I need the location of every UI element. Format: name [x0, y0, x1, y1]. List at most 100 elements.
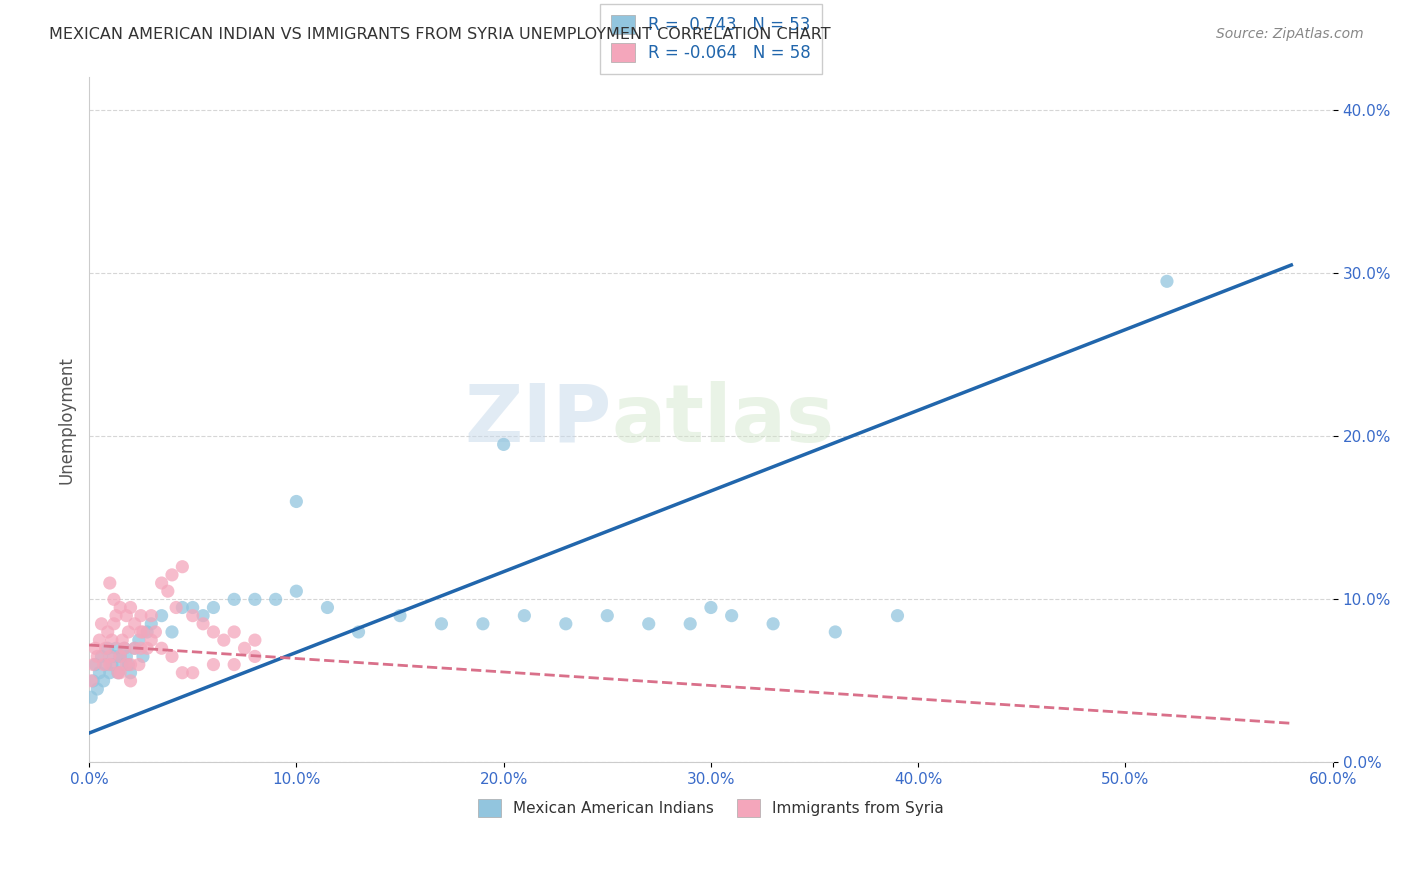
Point [117, 624, 139, 639]
Point [98, 665, 121, 680]
Point [120, 657, 142, 672]
Point [160, 624, 183, 639]
Point [145, 624, 167, 639]
Legend: Mexican American Indians, Immigrants from Syria: Mexican American Indians, Immigrants fro… [472, 792, 950, 823]
Point [90, 649, 112, 664]
Point [150, 576, 173, 591]
Point [762, 616, 785, 631]
Point [98, 649, 121, 664]
Point [132, 649, 155, 664]
Text: MEXICAN AMERICAN INDIAN VS IMMIGRANTS FROM SYRIA UNEMPLOYMENT CORRELATION CHART: MEXICAN AMERICAN INDIAN VS IMMIGRANTS FR… [49, 27, 831, 42]
Point [94, 641, 117, 656]
Point [202, 657, 225, 672]
Point [86, 681, 108, 696]
Point [388, 608, 411, 623]
Point [108, 649, 131, 664]
Point [141, 616, 163, 631]
Point [347, 624, 370, 639]
Point [224, 592, 246, 607]
Point [124, 641, 146, 656]
Point [97, 624, 120, 639]
Y-axis label: Unemployment: Unemployment [58, 356, 75, 483]
Point [554, 616, 576, 631]
Point [1156, 274, 1178, 288]
Point [105, 608, 128, 623]
Point [129, 624, 152, 639]
Point [513, 608, 536, 623]
Point [103, 649, 125, 664]
Point [160, 567, 183, 582]
Point [124, 641, 146, 656]
Point [136, 624, 159, 639]
Point [191, 616, 214, 631]
Point [596, 608, 619, 623]
Point [165, 600, 187, 615]
Point [150, 608, 173, 623]
Point [98, 576, 121, 591]
Point [156, 584, 179, 599]
Point [224, 624, 246, 639]
Point [120, 600, 142, 615]
Point [115, 608, 138, 623]
Point [93, 673, 115, 688]
Point [285, 584, 308, 599]
Point [720, 608, 742, 623]
Point [492, 437, 515, 451]
Point [886, 608, 908, 623]
Point [80, 690, 103, 705]
Point [111, 657, 134, 672]
Point [150, 641, 173, 656]
Point [82, 673, 104, 688]
Point [471, 616, 494, 631]
Point [172, 600, 194, 615]
Point [105, 641, 128, 656]
Point [89, 633, 111, 648]
Point [112, 641, 135, 656]
Point [141, 608, 163, 623]
Point [181, 665, 204, 680]
Point [264, 592, 287, 607]
Point [111, 633, 134, 648]
Point [80, 673, 103, 688]
Point [86, 649, 108, 664]
Point [128, 657, 150, 672]
Point [98, 657, 121, 672]
Point [124, 616, 146, 631]
Point [129, 608, 152, 623]
Point [172, 665, 194, 680]
Point [103, 616, 125, 631]
Point [202, 624, 225, 639]
Point [108, 665, 131, 680]
Text: ZIP: ZIP [464, 381, 612, 459]
Point [243, 592, 266, 607]
Point [128, 633, 150, 648]
Text: Source: ZipAtlas.com: Source: ZipAtlas.com [1216, 27, 1364, 41]
Point [160, 649, 183, 664]
Point [107, 665, 129, 680]
Point [115, 649, 138, 664]
Point [108, 649, 131, 664]
Point [112, 641, 135, 656]
Point [107, 665, 129, 680]
Point [285, 494, 308, 508]
Point [637, 616, 659, 631]
Point [117, 657, 139, 672]
Point [243, 649, 266, 664]
Point [120, 665, 142, 680]
Point [108, 600, 131, 615]
Point [129, 641, 152, 656]
Point [82, 657, 104, 672]
Point [191, 608, 214, 623]
Point [181, 600, 204, 615]
Point [132, 624, 155, 639]
Point [97, 641, 120, 656]
Point [84, 657, 107, 672]
Point [120, 673, 142, 688]
Point [115, 657, 138, 672]
Point [243, 633, 266, 648]
Point [430, 616, 453, 631]
Text: atlas: atlas [612, 381, 835, 459]
Point [103, 592, 125, 607]
Point [316, 600, 339, 615]
Point [181, 608, 204, 623]
